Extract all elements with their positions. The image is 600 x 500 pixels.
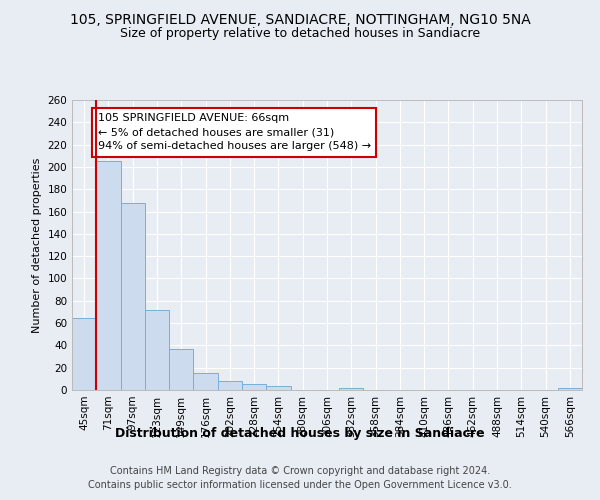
Text: Size of property relative to detached houses in Sandiacre: Size of property relative to detached ho…	[120, 28, 480, 40]
Text: Contains HM Land Registry data © Crown copyright and database right 2024.: Contains HM Land Registry data © Crown c…	[110, 466, 490, 476]
Bar	[218, 381, 242, 390]
Bar	[96, 162, 121, 390]
Bar	[193, 374, 218, 390]
Bar	[145, 310, 169, 390]
Text: Contains public sector information licensed under the Open Government Licence v3: Contains public sector information licen…	[88, 480, 512, 490]
Y-axis label: Number of detached properties: Number of detached properties	[32, 158, 42, 332]
Bar	[242, 384, 266, 390]
Text: 105, SPRINGFIELD AVENUE, SANDIACRE, NOTTINGHAM, NG10 5NA: 105, SPRINGFIELD AVENUE, SANDIACRE, NOTT…	[70, 12, 530, 26]
Text: Distribution of detached houses by size in Sandiacre: Distribution of detached houses by size …	[115, 428, 485, 440]
Bar	[558, 388, 582, 390]
Bar	[169, 348, 193, 390]
Bar	[72, 318, 96, 390]
Bar	[266, 386, 290, 390]
Text: 105 SPRINGFIELD AVENUE: 66sqm
← 5% of detached houses are smaller (31)
94% of se: 105 SPRINGFIELD AVENUE: 66sqm ← 5% of de…	[97, 114, 371, 152]
Bar	[339, 388, 364, 390]
Bar	[121, 202, 145, 390]
